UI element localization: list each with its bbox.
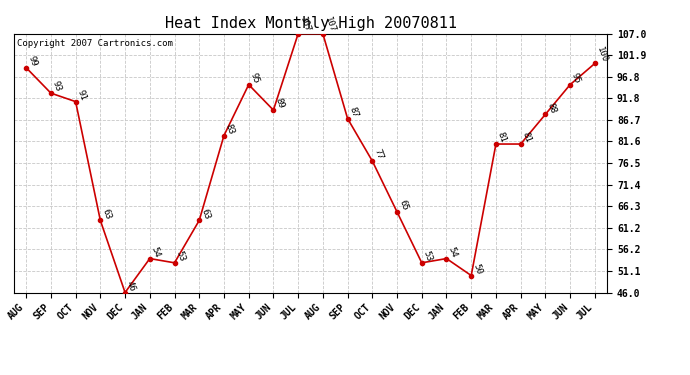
Text: 91: 91 [76,88,88,102]
Text: 65: 65 [397,199,409,212]
Text: 95: 95 [570,72,582,85]
Text: Copyright 2007 Cartronics.com: Copyright 2007 Cartronics.com [17,39,172,48]
Text: 54: 54 [446,245,459,259]
Text: 93: 93 [51,80,63,93]
Text: 107: 107 [298,15,312,34]
Text: 77: 77 [373,148,384,161]
Text: 46: 46 [125,279,137,292]
Text: 63: 63 [100,207,112,220]
Text: 50: 50 [471,262,484,276]
Text: 83: 83 [224,122,236,135]
Text: 89: 89 [273,97,286,110]
Text: 81: 81 [521,131,533,144]
Text: 81: 81 [496,131,508,144]
Text: 87: 87 [348,105,359,118]
Text: 95: 95 [248,72,261,85]
Text: 63: 63 [199,207,211,220]
Text: 100: 100 [595,45,609,63]
Text: 88: 88 [545,101,558,114]
Text: 53: 53 [422,250,434,263]
Text: 54: 54 [150,245,162,259]
Text: 107: 107 [323,15,337,34]
Text: 53: 53 [175,250,187,263]
Text: 99: 99 [26,54,39,68]
Title: Heat Index Monthly High 20070811: Heat Index Monthly High 20070811 [164,16,457,31]
